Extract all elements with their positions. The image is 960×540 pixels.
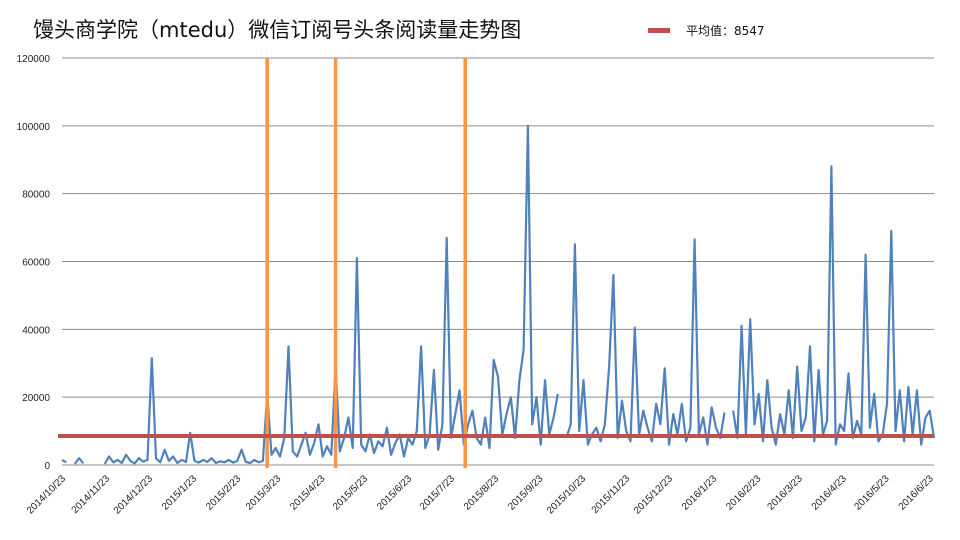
y-tick-label: 0: [44, 461, 50, 472]
x-tick-label: 2015/8/23: [462, 473, 502, 513]
x-tick-label: 2016/3/23: [766, 473, 806, 513]
x-tick-label: 2014/11/23: [70, 473, 113, 516]
x-tick-label: 2016/4/23: [810, 473, 850, 513]
x-tick-label: 2014/12/23: [112, 473, 155, 516]
x-tick-label: 2015/1/23: [160, 473, 200, 513]
y-tick-label: 20000: [22, 393, 50, 404]
legend-label-average: 平均值：8547: [686, 24, 765, 38]
y-tick-label: 100000: [17, 122, 51, 133]
x-tick-label: 2015/2/23: [204, 473, 244, 513]
x-tick-label: 2015/12/23: [632, 473, 675, 516]
x-tick-label: 2016/5/23: [852, 473, 892, 513]
legend-swatch-average: [648, 28, 670, 33]
x-tick-label: 2016/6/23: [897, 473, 937, 513]
x-tick-label: 2015/5/23: [331, 473, 371, 513]
series-line-reads: [61, 124, 936, 465]
x-tick-label: 2015/3/23: [244, 473, 284, 513]
x-tick-label: 2015/10/23: [545, 473, 588, 516]
x-tick-label: 2015/6/23: [375, 473, 415, 513]
y-tick-label: 60000: [22, 258, 50, 269]
x-tick-label: 2015/11/23: [590, 473, 633, 516]
x-tick-label: 2014/10/23: [25, 473, 68, 516]
x-tick-label: 2015/4/23: [288, 473, 328, 513]
chart-title: 馒头商学院（mtedu）微信订阅号头条阅读量走势图: [33, 18, 522, 42]
y-tick-label: 120000: [17, 54, 51, 65]
y-tick-label: 80000: [22, 190, 50, 201]
x-tick-label: 2016/2/23: [724, 473, 764, 513]
x-tick-label: 2015/9/23: [506, 473, 546, 513]
y-tick-label: 40000: [22, 325, 50, 336]
x-tick-label: 2016/1/23: [680, 473, 720, 513]
legend: 平均值：8547: [648, 22, 765, 39]
x-tick-label: 2015/7/23: [418, 473, 458, 513]
